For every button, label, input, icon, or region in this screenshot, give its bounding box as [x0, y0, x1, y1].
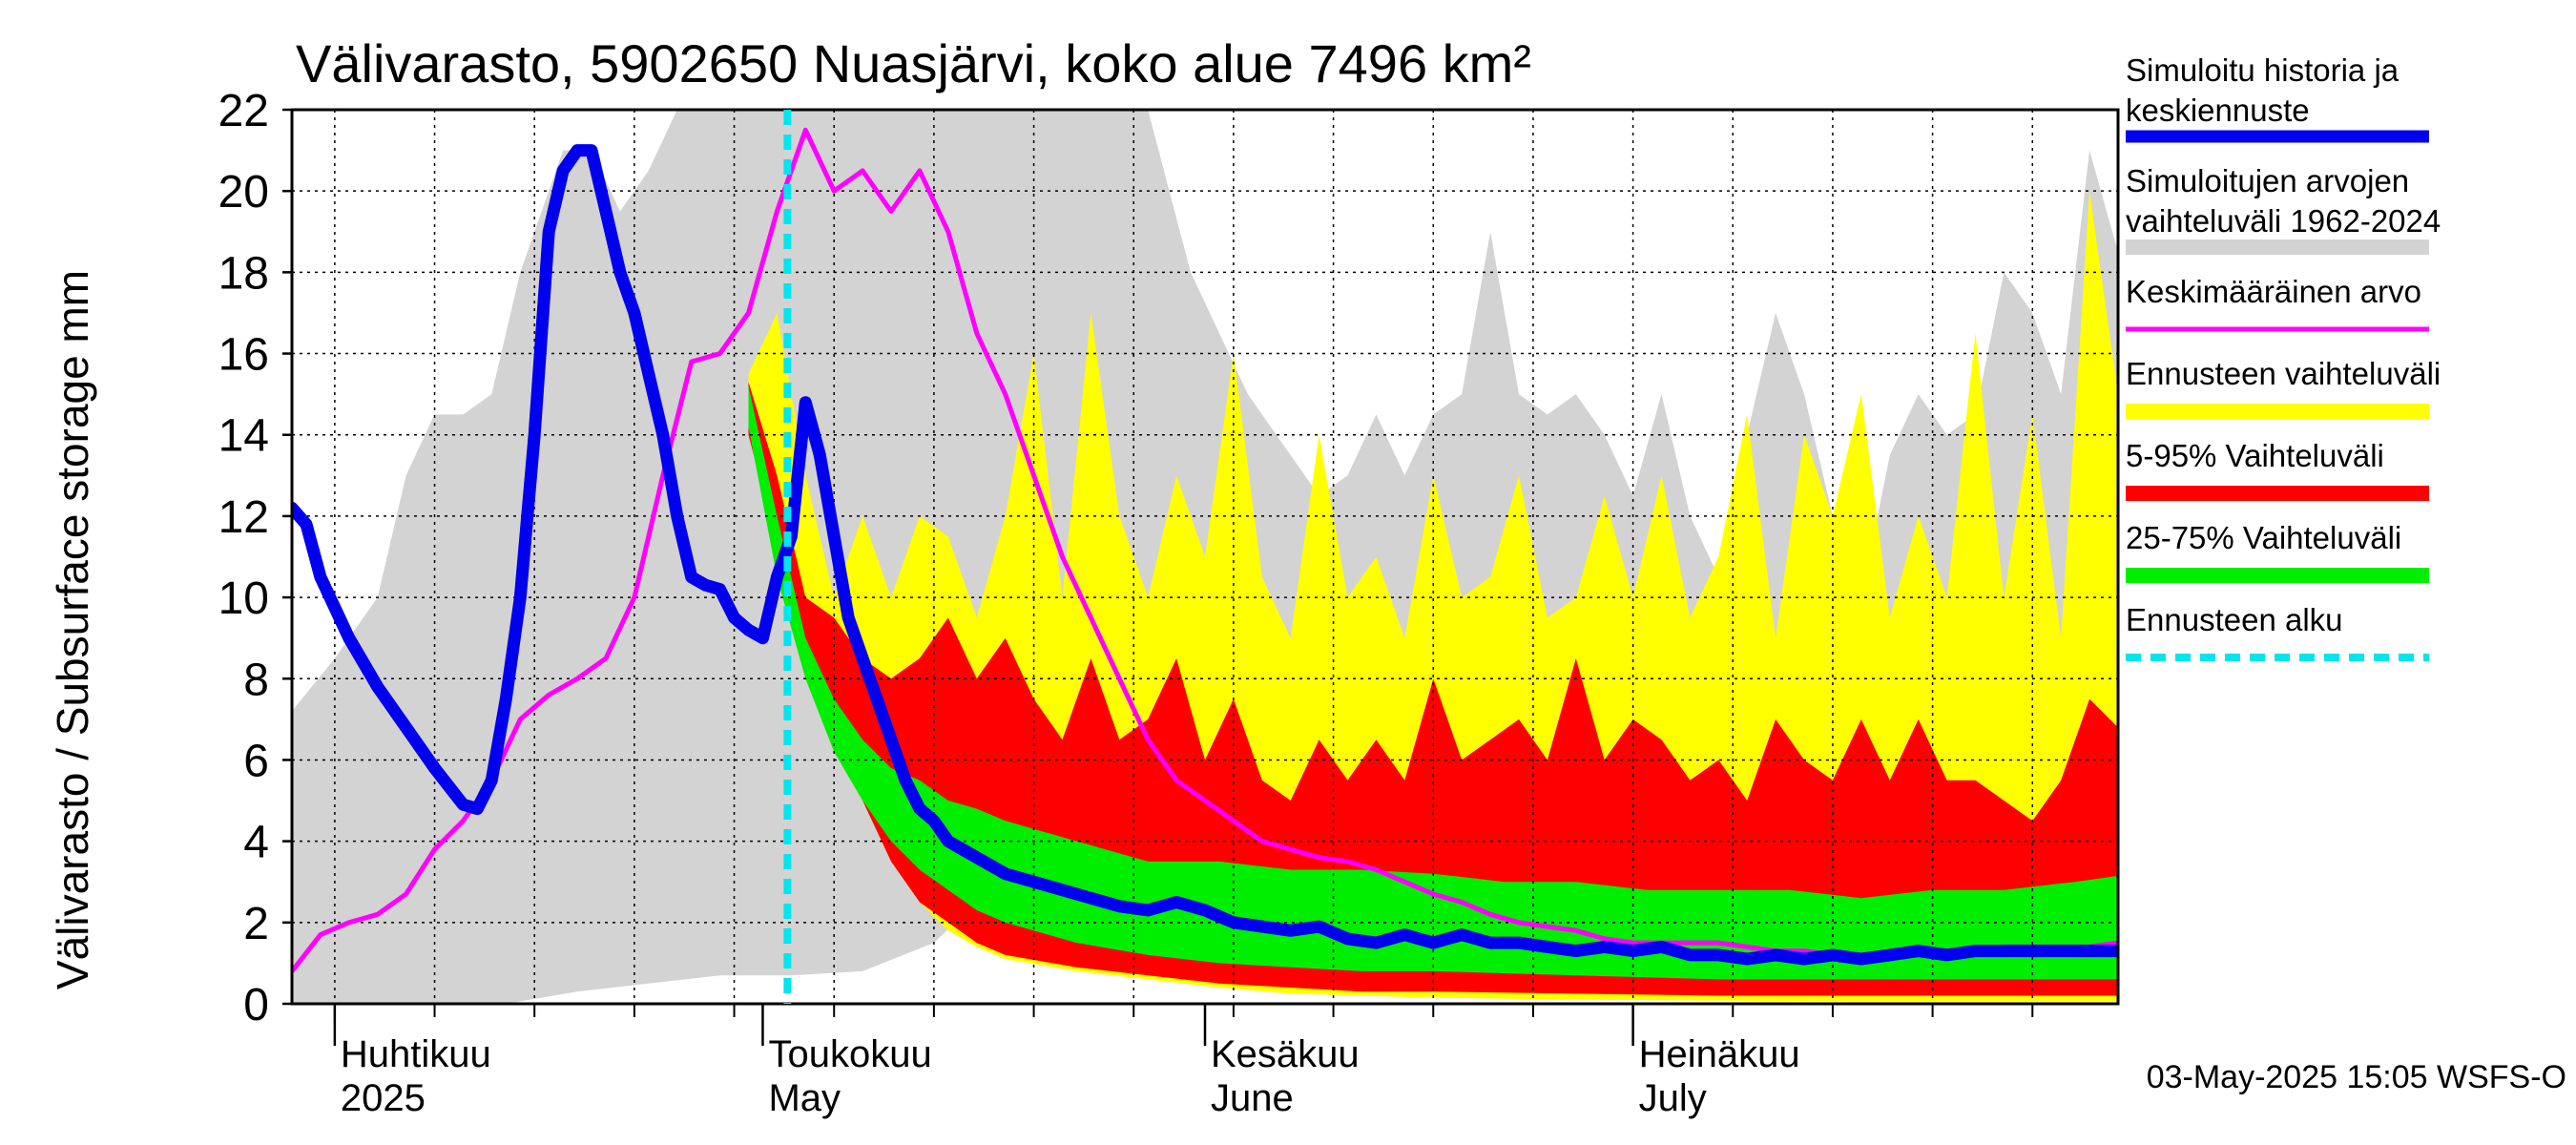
legend: Simuloitu historia ja keskiennuste Simuloi…	[2126, 52, 2441, 661]
legend-label: Keskimääräinen arvo	[2126, 274, 2421, 309]
y-tick-label: 22	[218, 86, 269, 136]
month-label-secondary: June	[1211, 1077, 1294, 1119]
legend-label: Simuloitujen arvojen	[2126, 163, 2409, 198]
chart-title: Välivarasto, 5902650 Nuasjärvi, koko alu…	[296, 33, 1531, 94]
y-tick-label: 4	[243, 818, 269, 868]
band-5-95-vaihteluv-li	[748, 382, 2118, 996]
legend-label: Ennusteen vaihteluväli	[2126, 356, 2441, 391]
plot-frame	[290, 108, 2120, 1006]
y-tick-label: 2	[243, 899, 269, 949]
month-label-secondary: May	[768, 1077, 841, 1119]
legend-label-secondary: vaihteluväli 1962-2024	[2126, 203, 2441, 239]
series-lines	[292, 127, 2118, 974]
month-label: Toukokuu	[768, 1033, 931, 1075]
y-tick-label: 16	[218, 330, 269, 381]
month-label: Heinäkuu	[1639, 1033, 1800, 1075]
y-tick-label: 20	[218, 167, 269, 218]
band-25-75-vaihteluv-li	[748, 385, 2118, 980]
y-tick-label: 18	[218, 248, 269, 299]
y-tick-label: 0	[243, 980, 269, 1030]
month-label: Kesäkuu	[1211, 1033, 1360, 1075]
y-tick-label: 8	[243, 655, 269, 705]
grid-lines	[292, 110, 2118, 1004]
legend-label: Ennusteen alku	[2126, 602, 2343, 637]
legend-label: 25-75% Vaihteluväli	[2126, 520, 2401, 555]
legend-label: 5-95% Vaihteluväli	[2126, 438, 2384, 473]
plot-area	[292, 110, 2118, 1004]
y-tick-label: 12	[218, 492, 269, 543]
legend-label: Simuloitu historia ja	[2126, 52, 2399, 88]
line-simuloitu-historia-ja-keskiennuste	[292, 144, 2118, 966]
y-tick-label: 6	[243, 736, 269, 786]
y-tick-label: 14	[218, 411, 269, 462]
y-tick-label: 10	[218, 573, 269, 624]
month-label-secondary: July	[1639, 1077, 1707, 1119]
y-axis-label: Välivarasto / Subsurface storage mm	[48, 270, 97, 989]
month-label-secondary: 2025	[341, 1077, 426, 1119]
month-label: Huhtikuu	[341, 1033, 491, 1075]
footer-timestamp: 03-May-2025 15:05 WSFS-O	[2147, 1059, 2566, 1095]
legend-label-secondary: keskiennuste	[2126, 93, 2310, 128]
